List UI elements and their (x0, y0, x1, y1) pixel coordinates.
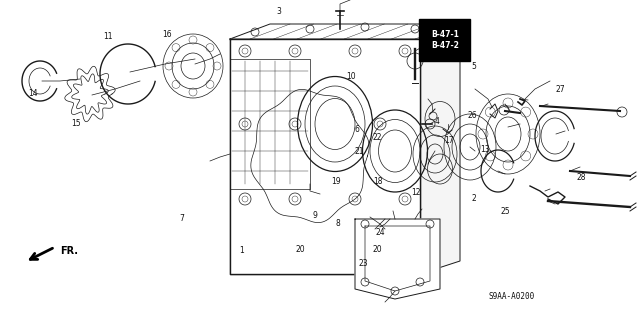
Text: 17: 17 (444, 136, 454, 145)
Text: 26: 26 (467, 111, 477, 120)
Text: 16: 16 (162, 30, 172, 39)
Text: 11: 11 (103, 32, 112, 41)
Text: 12: 12 (412, 189, 420, 197)
Text: 20: 20 (296, 245, 306, 254)
Text: 13: 13 (480, 145, 490, 154)
Text: 7: 7 (179, 214, 184, 223)
Text: 23: 23 (358, 259, 368, 268)
Text: 1: 1 (239, 246, 244, 255)
Text: 27: 27 (555, 85, 565, 94)
Text: 14: 14 (28, 89, 38, 98)
Polygon shape (355, 219, 440, 299)
Text: 4: 4 (435, 117, 440, 126)
Text: 21: 21 (355, 147, 364, 156)
Text: FR.: FR. (60, 246, 78, 256)
Text: 10: 10 (346, 72, 356, 81)
Text: 28: 28 (577, 173, 586, 182)
Text: 20: 20 (372, 245, 383, 254)
Text: 5: 5 (471, 63, 476, 71)
Text: 9: 9 (312, 211, 317, 220)
Text: 19: 19 (331, 177, 341, 186)
Polygon shape (230, 39, 420, 274)
Polygon shape (420, 24, 460, 274)
Text: B-47-1
B-47-2: B-47-1 B-47-2 (431, 30, 459, 49)
Text: 22: 22 (373, 133, 382, 142)
Polygon shape (230, 24, 460, 39)
Text: 24: 24 (376, 228, 386, 237)
Text: 8: 8 (335, 219, 340, 228)
Text: 3: 3 (276, 7, 281, 16)
Text: 18: 18 (373, 177, 382, 186)
Text: 6: 6 (355, 125, 360, 134)
Text: 2: 2 (471, 194, 476, 203)
Text: 15: 15 (70, 119, 81, 128)
Text: S9AA-A0200: S9AA-A0200 (489, 292, 535, 301)
Text: 25: 25 (500, 207, 511, 216)
